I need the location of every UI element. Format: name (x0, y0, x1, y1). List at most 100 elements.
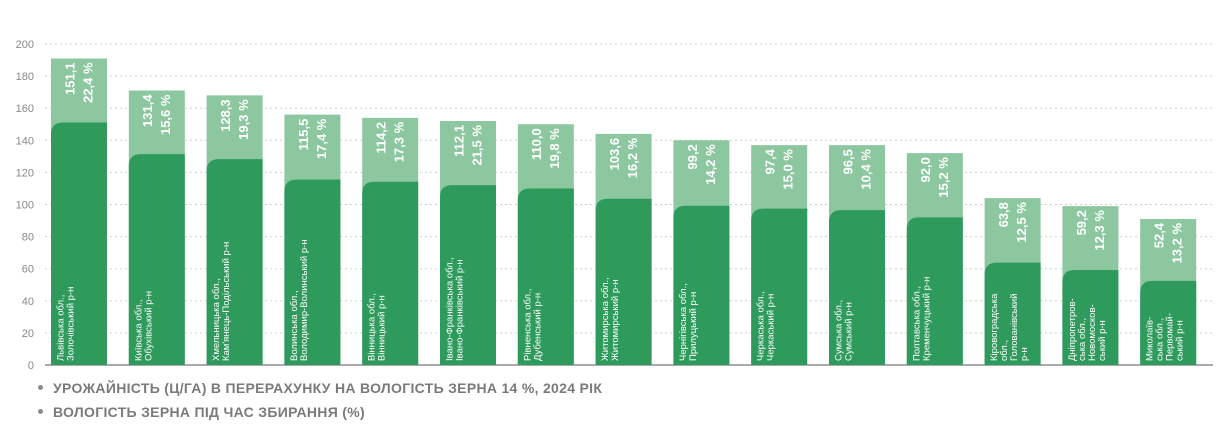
moisture-value-label: 14,2 % (703, 144, 718, 185)
category-label: Прилуцький р-н (688, 292, 699, 361)
yield-bar (51, 122, 107, 365)
category-label: р-н (1019, 347, 1030, 361)
category-label: Рівненська обл., (522, 289, 533, 361)
yield-bar (984, 262, 1041, 365)
y-tick-label: 120 (16, 167, 34, 179)
legend-label-moisture: ВОЛОГІСТЬ ЗЕРНА ПІД ЧАС ЗБИРАННЯ (%) (53, 404, 365, 420)
moisture-value-label: 15,6 % (158, 94, 173, 135)
bar-group: 59,2 12,3 % Дніпропетров-ська обл., Новомос… (1062, 206, 1119, 365)
yield-value-label: 63,8 (996, 202, 1011, 227)
moisture-value-label: 12,5 % (1014, 202, 1029, 243)
bar-group: 115,5 17,4 % Волинська обл., Володимир-Воли… (284, 114, 341, 366)
yield-value-label: 115,5 (296, 119, 311, 151)
yield-bar (751, 208, 808, 365)
yield-value-label: 131,4 (140, 94, 155, 127)
moisture-value-label: 15,2 % (936, 157, 951, 198)
legend-bullet-icon (38, 408, 43, 414)
moisture-value-label: 17,3 % (392, 121, 407, 162)
category-label: Вінницька обл., (367, 293, 378, 361)
y-tick-label: 0 (28, 360, 34, 372)
category-label: Львівська обл., (56, 295, 67, 361)
yield-bar (440, 185, 496, 365)
yield-value-label: 99,2 (685, 144, 700, 169)
category-label: Золочівський р-н (66, 287, 77, 361)
category-label: Кам'янець-Подільський р-н (221, 242, 232, 361)
yield-value-label: 112,1 (451, 125, 466, 157)
category-label: Дніпропетров- (1067, 298, 1078, 361)
yield-bar (1062, 269, 1119, 365)
bar-group: 99,2 14,2 % Чернігівська обл., Прилуцький р… (673, 140, 730, 365)
moisture-value-label: 17,4 % (314, 118, 329, 159)
category-label: Полтавська обл., (911, 286, 922, 361)
category-label: Голованівський (1009, 293, 1020, 361)
category-label: Вінницький р-н (377, 295, 388, 361)
moisture-value-label: 13,2 % (1170, 223, 1185, 264)
moisture-value-label: 19,3 % (236, 99, 251, 140)
yield-value-label: 97,4 (763, 148, 778, 174)
bar-group: 112,1 21,5 % Івано-Франківська обл., Івано-… (440, 121, 496, 365)
category-label: Новомосков- (1087, 304, 1098, 361)
yield-value-label: 52,4 (1152, 222, 1167, 248)
y-tick-label: 180 (16, 71, 34, 83)
legend-item-moisture: ВОЛОГІСТЬ ЗЕРНА ПІД ЧАС ЗБИРАННЯ (%) (38, 404, 365, 420)
y-tick-label: 20 (22, 328, 34, 340)
category-label: Черкаський р-н (766, 294, 777, 361)
category-label: Івано-Франківський р-н (455, 259, 466, 361)
y-tick-label: 200 (16, 39, 34, 51)
yield-bar (206, 159, 263, 365)
bar-group: 63,8 12,5 % Кіровоградська обл., Голованівсь… (984, 198, 1041, 365)
yield-value-label: 96,5 (840, 149, 855, 174)
category-label: Кременчуцький р-н (921, 277, 932, 361)
yield-bar (517, 188, 574, 365)
category-label: Сумський р-н (844, 302, 855, 361)
category-label: Черкаська обл., (756, 291, 767, 361)
category-label: Дубенський р-н (532, 293, 543, 361)
moisture-value-label: 22,4 % (80, 62, 95, 103)
y-tick-label: 160 (16, 103, 34, 115)
category-label: Київська обл., (133, 299, 144, 361)
yield-value-label: 103,6 (607, 138, 622, 171)
yield-value-label: 110,0 (529, 128, 544, 160)
bar-group: 97,4 15,0 % Черкаська обл., Черкаський р-н (751, 145, 808, 365)
yield-value-label: 114,2 (374, 122, 389, 154)
bar-group: 92,0 15,2 % Полтавська обл., Кременчуцький … (906, 153, 963, 365)
yield-bar (829, 210, 885, 365)
category-label: ський р-н (1175, 320, 1186, 361)
category-label: ський р-н (1097, 320, 1108, 361)
y-tick-label: 80 (22, 232, 34, 244)
category-label: Миколаїв- (1145, 317, 1156, 361)
category-label: ська обл., (1155, 318, 1166, 361)
bar-group: 114,2 17,3 % Вінницька обл., Вінницький р-н (362, 117, 419, 365)
yield-value-label: 59,2 (1074, 210, 1089, 235)
yield-bar (362, 181, 419, 365)
legend-item-yield: УРОЖАЙНІСТЬ (Ц/ГА) В ПЕРЕРАХУНКУ НА ВОЛО… (38, 380, 602, 396)
category-label: Хмельницька обл., (211, 278, 222, 361)
category-label: Володимир-Волинський р-н (299, 239, 310, 361)
legend-bullet-icon (38, 384, 43, 390)
y-tick-label: 60 (22, 264, 34, 276)
yield-value-label: 92,0 (918, 157, 933, 182)
bar-group: 103,6 16,2 % Житомирська обл., Житомирський… (595, 133, 652, 365)
moisture-value-label: 15,0 % (781, 149, 796, 190)
bar-group: 52,4 13,2 % Миколаїв-ська обл., Первомай-сь… (1140, 218, 1197, 365)
category-label: обл., (999, 340, 1010, 361)
moisture-value-label: 10,4 % (858, 149, 873, 190)
yield-bar (906, 217, 963, 365)
category-label: Обухівський р-н (143, 291, 154, 361)
category-label: ська обл., (1077, 318, 1088, 361)
bar-group: 96,5 10,4 % Сумська обл., Сумський р-н (829, 145, 885, 365)
y-tick-label: 40 (22, 296, 34, 308)
yield-value-label: 128,3 (218, 99, 233, 132)
moisture-value-label: 16,2 % (625, 137, 640, 178)
y-tick-label: 140 (16, 135, 34, 147)
yield-bar (128, 154, 185, 365)
category-label: Сумська обл., (834, 300, 845, 361)
y-tick-label: 100 (16, 200, 34, 212)
moisture-value-label: 12,3 % (1092, 210, 1107, 251)
yield-value-label: 151,1 (62, 62, 77, 95)
moisture-value-label: 21,5 % (469, 125, 484, 166)
category-label: Івано-Франківська обл., (445, 257, 456, 361)
category-label: Кіровоградська (989, 293, 1000, 361)
category-label: Житомирська обл., (600, 277, 611, 361)
